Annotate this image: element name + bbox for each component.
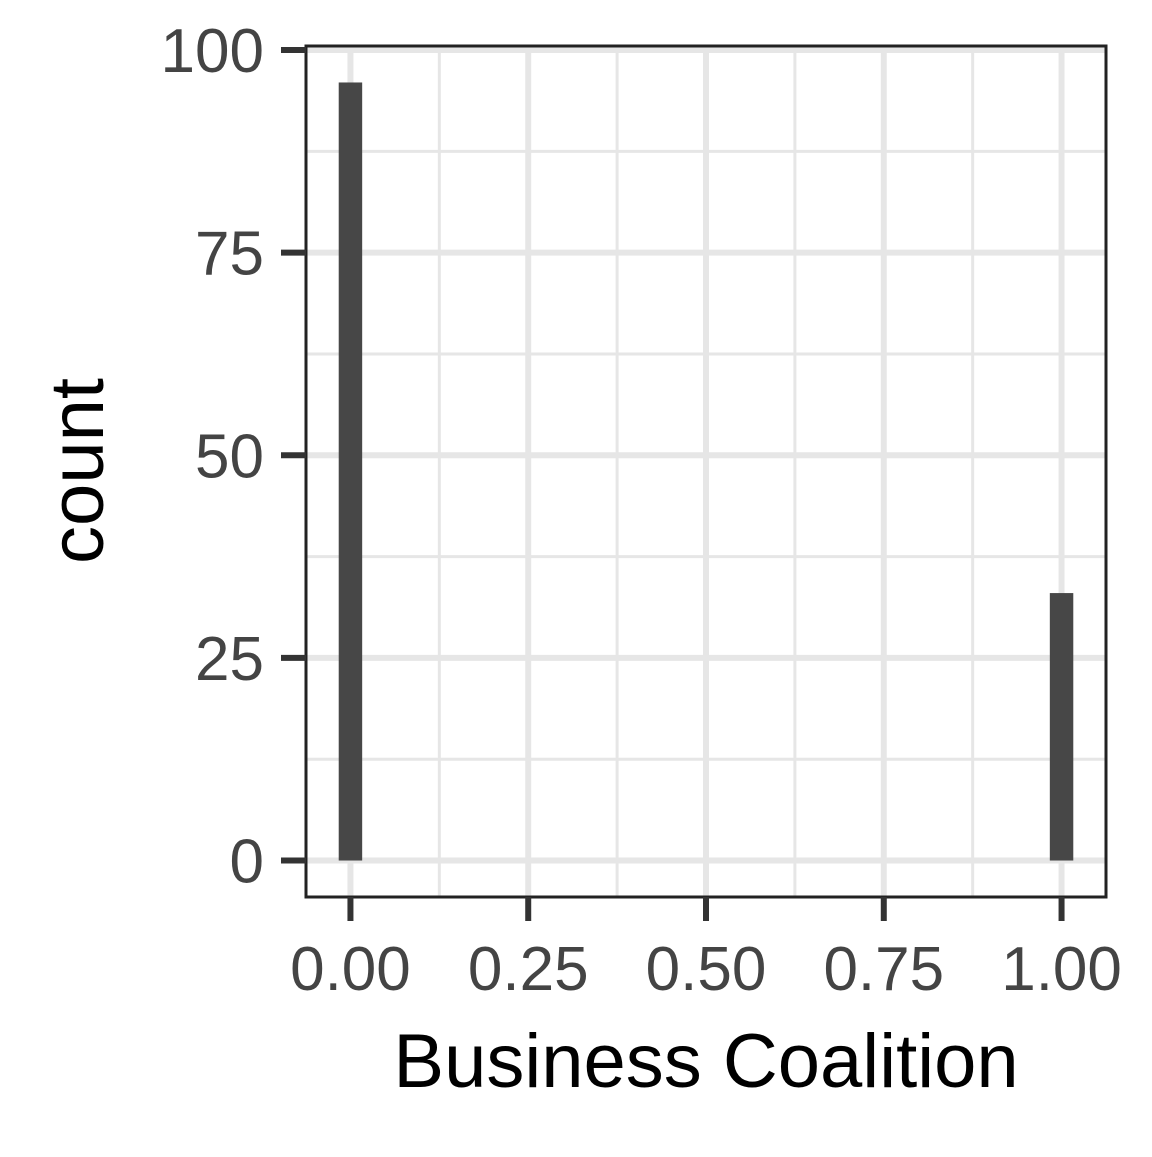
x-tick-label: 0.25 bbox=[468, 935, 589, 1004]
x-tick-label: 1.00 bbox=[1001, 935, 1122, 1004]
x-tick-label: 0.50 bbox=[646, 935, 767, 1004]
bar bbox=[338, 82, 363, 861]
y-tick-label: 100 bbox=[161, 17, 264, 86]
y-axis-title: count bbox=[35, 378, 120, 564]
x-axis-title: Business Coalition bbox=[393, 1019, 1018, 1104]
x-tick-label: 0.00 bbox=[290, 935, 411, 1004]
axis-ticks bbox=[281, 47, 1065, 921]
y-tick-label: 50 bbox=[195, 422, 264, 491]
x-tick-label: 0.75 bbox=[823, 935, 944, 1004]
tick-labels: 0.00 0.25 0.50 0.75 1.00 0 25 50 75 100 bbox=[161, 17, 1122, 1004]
bar bbox=[1049, 593, 1074, 861]
y-tick-label: 0 bbox=[230, 828, 264, 897]
bars bbox=[338, 82, 1074, 861]
y-tick-label: 25 bbox=[195, 625, 264, 694]
y-tick-label: 75 bbox=[195, 220, 264, 289]
